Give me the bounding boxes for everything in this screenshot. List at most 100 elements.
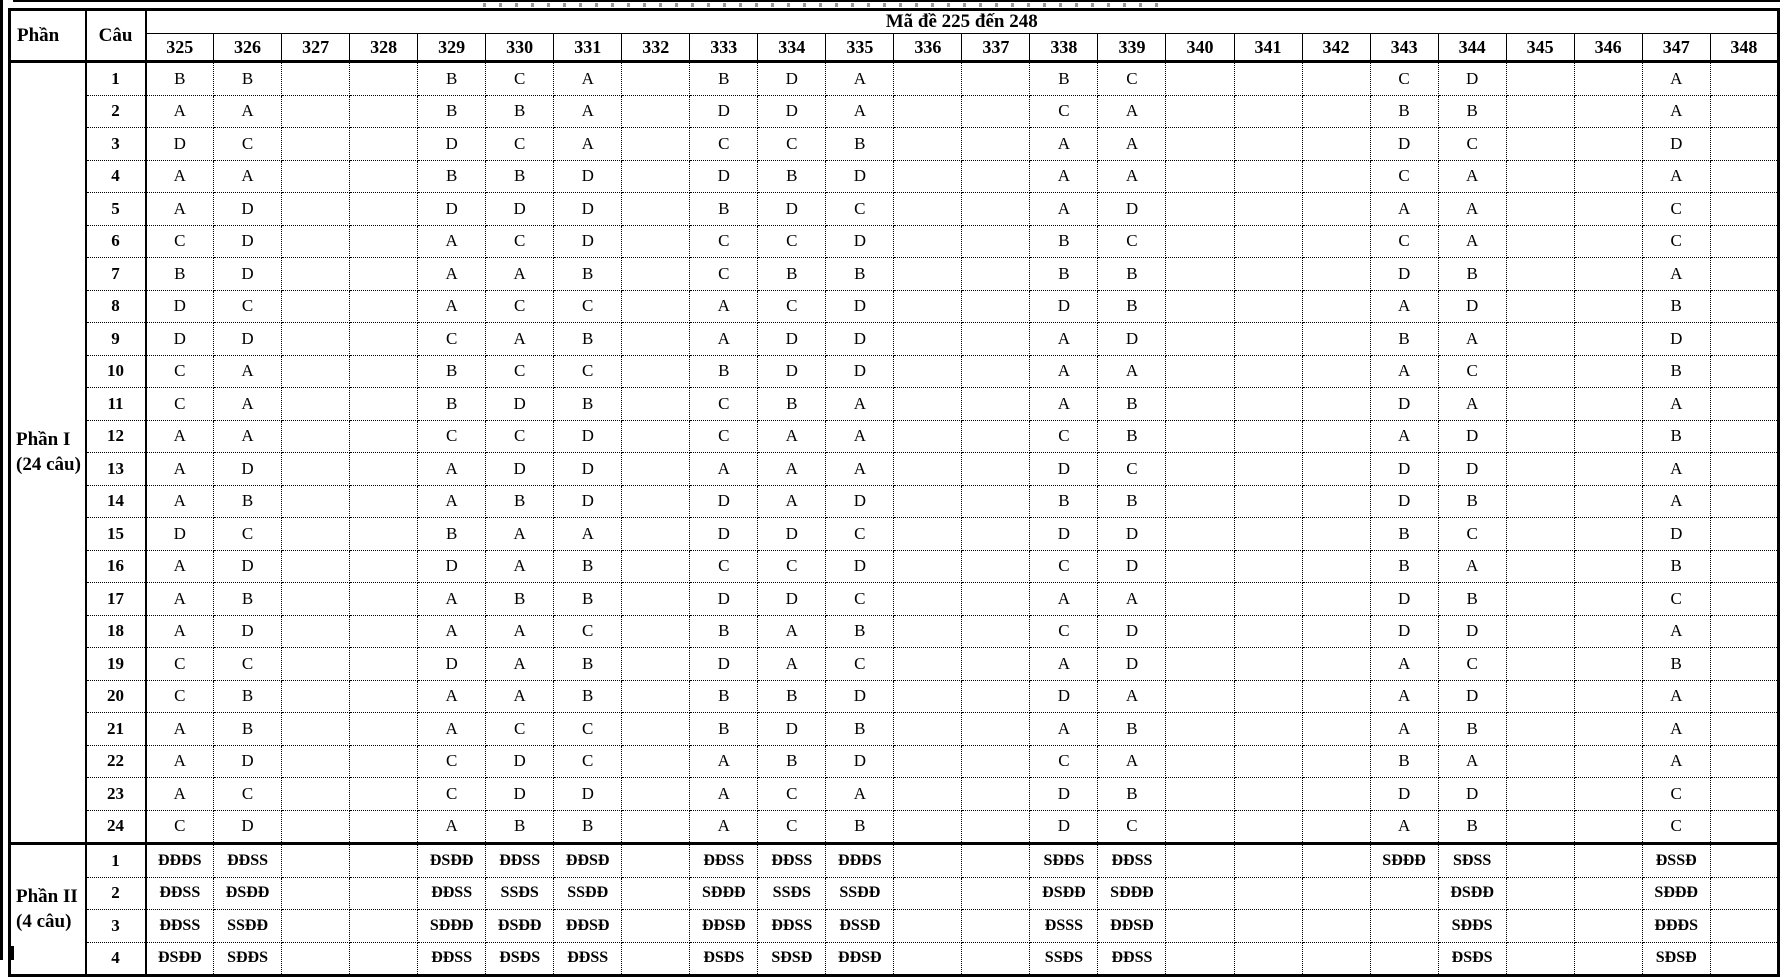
answer-cell-341-q16 (1233, 549, 1303, 583)
code-header-326: 326 (213, 33, 283, 63)
answer-cell-340-q7 (1165, 257, 1235, 291)
answer-cell-334-q2: SSĐS (757, 876, 827, 910)
answer-cell-336-q6 (893, 224, 963, 258)
answer-cell-347-q20: A (1641, 679, 1711, 713)
table-row: Phần I (24 câu) 1 B B B C A B D A B C C D A (9, 61, 1780, 845)
answer-cell-331-q2: SSĐĐ (553, 876, 623, 910)
answer-cell-345-q13 (1505, 452, 1575, 486)
answer-cell-341-q21 (1233, 712, 1303, 746)
answer-cell-346-q2 (1573, 94, 1643, 128)
question-number: 22 (85, 744, 147, 778)
answer-cell-347-q5: C (1641, 192, 1711, 226)
code-header-330: 330 (485, 33, 555, 63)
answer-cell-346-q13 (1573, 452, 1643, 486)
answer-cell-338-q10: A (1029, 354, 1099, 388)
code-header-341: 341 (1233, 33, 1303, 63)
answer-cell-339-q6: C (1097, 224, 1167, 258)
answer-cell-326-q2: A (213, 94, 283, 128)
answer-cell-329-q5: D (417, 192, 487, 226)
answer-cell-329-q15: B (417, 517, 487, 551)
answer-cell-326-q7: D (213, 257, 283, 291)
question-number: 24 (85, 809, 147, 844)
answer-cell-339-q3: A (1097, 127, 1167, 161)
answer-cell-346-q21 (1573, 712, 1643, 746)
answer-cell-336-q1 (893, 61, 963, 96)
answer-cell-338-q13: D (1029, 452, 1099, 486)
question-number: 23 (85, 777, 147, 811)
answer-cell-347-q1: ĐSSĐ (1641, 842, 1711, 878)
answer-cell-348-q16 (1709, 549, 1780, 583)
exam-codes-range-header: Mã đề 225 đến 248 (145, 9, 1779, 34)
answer-cell-340-q13 (1165, 452, 1235, 486)
answer-cell-343-q23: D (1369, 777, 1439, 811)
answer-cell-342-q3 (1301, 909, 1371, 943)
answer-cell-332-q3 (621, 127, 691, 161)
answer-cell-326-q13: D (213, 452, 283, 486)
answer-cell-334-q9: D (757, 322, 827, 356)
answer-cell-326-q3: C (213, 127, 283, 161)
answer-cell-336-q18 (893, 614, 963, 648)
answer-cell-335-q23: A (825, 777, 895, 811)
answer-cell-333-q22: A (689, 744, 759, 778)
answer-cell-328-q19 (349, 647, 419, 681)
answer-cell-341-q4 (1233, 159, 1303, 193)
answer-cell-343-q24: A (1369, 809, 1439, 844)
answer-cell-336-q14 (893, 484, 963, 518)
answer-cell-330-q11: D (485, 387, 555, 421)
answer-cell-333-q24: A (689, 809, 759, 844)
answer-cell-332-q13 (621, 452, 691, 486)
answer-cell-327-q6 (281, 224, 351, 258)
answer-cell-341-q14 (1233, 484, 1303, 518)
question-number: 17 (85, 582, 147, 616)
answer-cell-328-q1 (349, 842, 419, 878)
answer-cell-337-q4 (961, 941, 1031, 976)
answer-cell-325-q13: A (144, 452, 215, 486)
question-number: 5 (85, 192, 147, 226)
answer-cell-345-q21 (1505, 712, 1575, 746)
answer-cell-325-q6: C (144, 224, 215, 258)
answer-cell-345-q14 (1505, 484, 1575, 518)
answer-cell-326-q21: B (213, 712, 283, 746)
answer-cell-336-q3 (893, 127, 963, 161)
answer-cell-333-q9: A (689, 322, 759, 356)
answer-cell-344-q17: B (1437, 582, 1507, 616)
answer-cell-325-q17: A (144, 582, 215, 616)
answer-cell-331-q21: C (553, 712, 623, 746)
answer-cell-347-q18: A (1641, 614, 1711, 648)
answer-cell-345-q6 (1505, 224, 1575, 258)
answer-cell-334-q19: A (757, 647, 827, 681)
answer-cell-333-q17: D (689, 582, 759, 616)
answer-cell-347-q4: SĐSĐ (1641, 941, 1711, 976)
answer-cell-329-q13: A (417, 452, 487, 486)
answer-cell-339-q23: B (1097, 777, 1167, 811)
answer-cell-344-q3: SĐĐS (1437, 909, 1507, 943)
answer-cell-335-q2: SSĐĐ (825, 876, 895, 910)
answer-cell-336-q24 (893, 809, 963, 844)
answer-cell-337-q10 (961, 354, 1031, 388)
answer-cell-338-q11: A (1029, 387, 1099, 421)
answer-cell-330-q24: B (485, 809, 555, 844)
answer-cell-338-q24: D (1029, 809, 1099, 844)
answer-cell-329-q12: C (417, 419, 487, 453)
answer-cell-325-q2: ĐĐSS (144, 876, 215, 910)
answer-cell-344-q15: C (1437, 517, 1507, 551)
answer-cell-346-q15 (1573, 517, 1643, 551)
answer-cell-344-q16: A (1437, 549, 1507, 583)
answer-cell-335-q12: A (825, 419, 895, 453)
answer-cell-342-q11 (1301, 387, 1371, 421)
answer-cell-342-q18 (1301, 614, 1371, 648)
next-section-left-border (11, 946, 14, 960)
answer-cell-342-q4 (1301, 159, 1371, 193)
answer-cell-337-q4 (961, 159, 1031, 193)
answer-cell-341-q3 (1233, 127, 1303, 161)
answer-cell-327-q20 (281, 679, 351, 713)
answer-cell-333-q1: ĐĐSS (689, 842, 759, 878)
answer-cell-329-q21: A (417, 712, 487, 746)
answer-cell-341-q19 (1233, 647, 1303, 681)
answer-cell-332-q4 (621, 159, 691, 193)
answer-cell-335-q6: D (825, 224, 895, 258)
answer-cell-335-q5: C (825, 192, 895, 226)
answer-cell-331-q1: A (553, 61, 623, 96)
answer-cell-333-q2: D (689, 94, 759, 128)
